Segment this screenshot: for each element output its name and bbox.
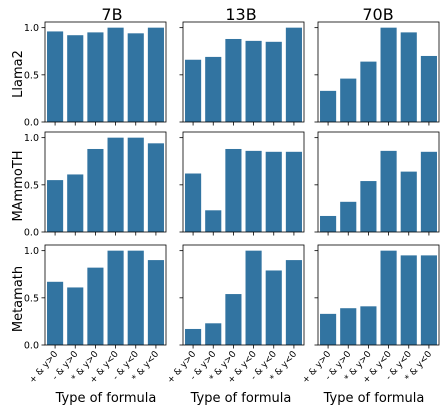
- bar: [107, 137, 124, 232]
- axes-frame: [317, 244, 440, 346]
- bar: [340, 78, 357, 122]
- bar: [265, 270, 282, 345]
- y-tick-label: 0.0: [24, 228, 39, 239]
- bar: [400, 32, 417, 122]
- bar: [380, 250, 397, 345]
- bar: [285, 27, 302, 122]
- bar: [225, 38, 242, 123]
- bar: [205, 56, 222, 122]
- bar: [420, 151, 437, 232]
- bar: [205, 210, 222, 232]
- bar: [47, 31, 64, 122]
- subplot-1-3: [314, 21, 440, 126]
- bar: [245, 150, 262, 232]
- bar: [320, 313, 337, 345]
- bar: [360, 61, 377, 122]
- bar: [360, 306, 377, 345]
- bar: [87, 32, 104, 122]
- bar: [147, 260, 164, 345]
- bar: [380, 27, 397, 122]
- row-label-mammoth: MAmmoTH: [11, 150, 26, 221]
- y-tick-label: 0.0: [24, 118, 39, 129]
- y-tick-label: 0.5: [24, 293, 39, 304]
- bar: [245, 250, 262, 345]
- bar: [127, 250, 144, 345]
- bar: [340, 308, 357, 345]
- y-tick-label: 0.0: [24, 341, 39, 352]
- bar: [400, 171, 417, 232]
- subplot-2-2: [179, 131, 305, 236]
- y-tick-label: 1.0: [24, 133, 39, 144]
- y-tick-label: 0.5: [24, 180, 39, 191]
- bar: [127, 137, 144, 232]
- bar: [265, 151, 282, 232]
- subplot-2-3: [314, 131, 440, 236]
- bar: [107, 27, 124, 122]
- bar: [87, 148, 104, 232]
- bar: [320, 215, 337, 232]
- bar: [147, 143, 164, 232]
- bar: [185, 59, 202, 122]
- bar: [245, 40, 262, 123]
- bar: [420, 255, 437, 345]
- bar: [265, 41, 282, 123]
- bar: [67, 287, 84, 345]
- subplot-2-1: 0.0 0.5 1.0: [24, 131, 167, 239]
- y-tick-label: 1.0: [24, 246, 39, 257]
- bar: [320, 90, 337, 122]
- row-label-llama2: Llama2: [11, 50, 26, 98]
- bar: [340, 201, 357, 232]
- subplot-3-3: + & y>0- & y>0* & y>0+ & y<0- & y<0* & y…: [301, 244, 440, 386]
- bar: [380, 150, 397, 232]
- subplot-3-2: + & y>0- & y>0* & y>0+ & y<0- & y<0* & y…: [166, 244, 305, 386]
- bar: [400, 255, 417, 345]
- x-axis-label-7b: Type of formula: [55, 391, 157, 406]
- bar: [225, 294, 242, 345]
- axes-frame: [182, 244, 305, 346]
- bar: [107, 250, 124, 345]
- bar: [67, 174, 84, 232]
- axes-frame: [317, 21, 440, 123]
- bar: [47, 281, 64, 345]
- bar: [185, 328, 202, 345]
- y-tick-label: 1.0: [24, 23, 39, 34]
- bar: [285, 151, 302, 232]
- bar: [205, 323, 222, 345]
- bar: [285, 260, 302, 345]
- column-title-70b: 70B: [362, 5, 393, 24]
- bar: [67, 35, 84, 122]
- x-axis-labels: Type of formula Type of formula Type of …: [55, 391, 425, 406]
- column-titles: 7B 13B 70B: [101, 5, 393, 24]
- axes-frame: [44, 244, 167, 346]
- x-axis-label-13b: Type of formula: [190, 391, 292, 406]
- column-title-13b: 13B: [225, 5, 256, 24]
- subplot-3-1: 0.00.51.0+ & y>0- & y>0* & y>0+ & y<0- &…: [24, 244, 167, 386]
- axes-frame: [44, 21, 167, 123]
- bar: [47, 180, 64, 232]
- axes-frame: [182, 21, 305, 123]
- axes-frame: [44, 131, 167, 233]
- subplot-1-1: 0.0 0.5 1.0: [24, 21, 167, 129]
- y-tick-label: 0.5: [24, 70, 39, 81]
- bar: [147, 27, 164, 122]
- bar: [87, 267, 104, 345]
- subplot-1-2: [179, 21, 305, 126]
- axes-frame: [182, 131, 305, 233]
- row-labels: Llama2 MAmmoTH Metamath: [11, 50, 26, 332]
- axes-frame: [317, 131, 440, 233]
- bar: [225, 148, 242, 232]
- subplot-grid: 0.0 0.5 1.0 0.0 0.5 1.0 0.0 0.5 1.0 + & y>0- & y>…: [24, 21, 440, 386]
- row-label-metamath: Metamath: [11, 266, 26, 332]
- bar: [127, 33, 144, 122]
- bar: [185, 173, 202, 232]
- bar: [420, 55, 437, 122]
- bar: [360, 181, 377, 232]
- x-axis-label-70b: Type of formula: [323, 391, 425, 406]
- column-title-7b: 7B: [101, 5, 122, 24]
